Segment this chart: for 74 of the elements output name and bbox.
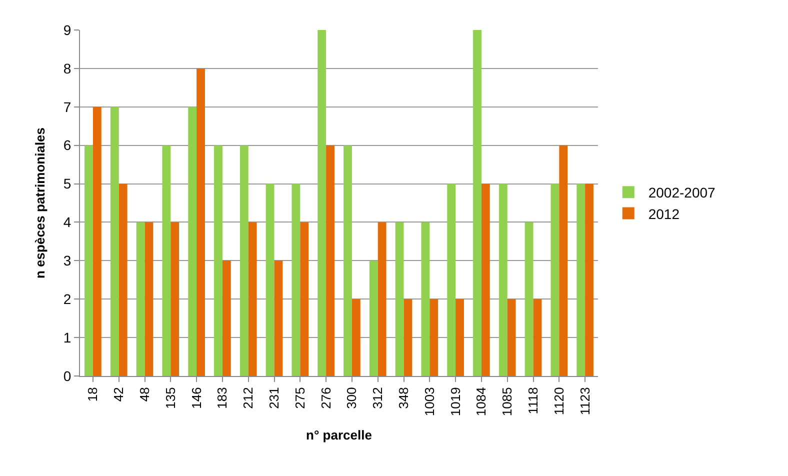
bar [378, 222, 386, 376]
bar [118, 184, 128, 376]
legend-label: 2002-2007 [648, 184, 716, 201]
bar [533, 299, 542, 376]
bar [473, 30, 482, 376]
bar [576, 184, 586, 376]
bar [240, 145, 248, 376]
bar [292, 184, 300, 376]
bar [352, 299, 360, 376]
bar [326, 145, 334, 376]
y-tick-label: 3 [63, 252, 72, 269]
bar [585, 184, 594, 376]
bar [170, 222, 180, 376]
x-tick-label: 231 [266, 387, 282, 409]
y-tick-label: 6 [63, 137, 72, 154]
y-tick-label: 5 [63, 176, 72, 192]
bar [430, 299, 438, 376]
x-tick-label: 1084 [474, 387, 489, 416]
legend-label: 2012 [648, 206, 680, 222]
y-tick-label: 1 [63, 329, 72, 346]
bar [248, 222, 257, 376]
bar [447, 184, 456, 376]
bar [274, 260, 283, 376]
y-tick-label: 4 [63, 214, 72, 230]
bar [524, 222, 534, 376]
x-tick-label: 1120 [551, 387, 566, 416]
x-tick-label: 135 [162, 387, 178, 409]
bar [456, 299, 464, 376]
bar [481, 184, 490, 376]
bar [196, 68, 205, 376]
x-tick-label: 1118 [525, 387, 540, 414]
bar [144, 222, 154, 376]
x-tick-label: 1123 [577, 387, 592, 416]
x-tick-label: 48 [136, 387, 152, 402]
x-tick-label: 312 [370, 387, 386, 409]
bar [404, 299, 412, 376]
x-tick-label: 300 [344, 387, 360, 409]
y-tick-label: 8 [63, 60, 72, 76]
y-axis-title: n espèces patrimoniales [32, 127, 48, 279]
bar [92, 106, 102, 376]
x-axis-title: n° parcelle [306, 428, 372, 443]
bar [136, 222, 145, 376]
x-tick-label: 18 [85, 387, 100, 402]
x-tick-label: 146 [188, 387, 204, 409]
bar [300, 222, 309, 376]
x-tick-label: 1019 [448, 387, 463, 416]
x-tick-label: 276 [318, 387, 334, 409]
y-tick-label: 7 [63, 98, 72, 115]
bar [214, 145, 222, 376]
bar [84, 145, 93, 376]
x-tick-label: 348 [396, 387, 411, 409]
bar [318, 30, 326, 376]
bar [369, 260, 378, 376]
bar [162, 145, 171, 376]
bar [507, 299, 516, 376]
bar [559, 145, 568, 376]
bar [550, 184, 560, 376]
y-tick-label: 2 [63, 291, 72, 308]
y-tick-label: 0 [63, 368, 72, 384]
bar [344, 145, 352, 376]
bar [188, 106, 197, 376]
bar [421, 222, 430, 376]
bar [395, 222, 404, 376]
bar [498, 184, 508, 376]
x-tick-label: 1003 [422, 387, 437, 416]
bar [222, 260, 231, 376]
y-tick-label: 9 [63, 22, 72, 38]
x-tick-label: 212 [240, 387, 256, 409]
x-tick-label: 1085 [500, 387, 515, 416]
x-tick-label: 275 [292, 387, 308, 409]
x-tick-label: 183 [214, 387, 230, 409]
x-tick-label: 42 [111, 387, 126, 402]
bar [266, 184, 274, 376]
bar [110, 106, 119, 376]
